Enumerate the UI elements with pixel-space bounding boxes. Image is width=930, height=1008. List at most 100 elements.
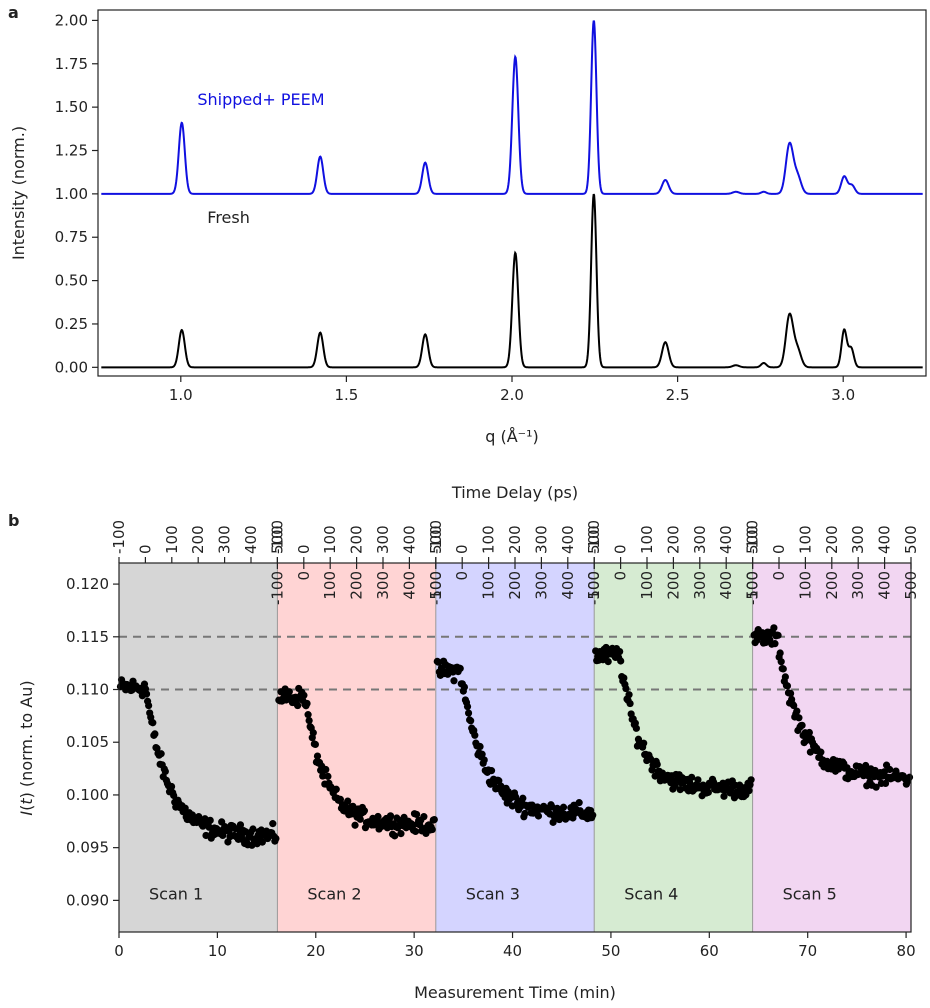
top-tick-label: 500 [268,525,286,554]
inner-tick-label: 300 [374,571,392,600]
panel-a-y-ticks: 0.00 0.25 0.50 0.75 1.00 1.25 1.50 1.75 2.00 [55,11,98,376]
data-point [625,691,633,699]
panel-b-x-axis-label: Measurement Time (min) [414,983,616,1002]
scan-label-3: Scan 3 [466,884,520,903]
top-tick-label: 100 [480,525,498,554]
scan-bands [119,563,911,932]
inner-tick-label: 0 [770,571,788,581]
data-point [456,664,464,673]
annotation-fresh: Fresh [207,208,250,227]
y-tick-label: 1.50 [55,98,88,116]
top-tick-label: 500 [427,525,445,554]
data-point [776,649,784,657]
data-point [463,702,472,711]
top-tick-label: -100 [744,520,762,554]
data-point [720,792,728,800]
scan-band-5 [752,563,911,932]
data-point [236,821,245,829]
y-tick-label: 0.105 [66,733,109,751]
inner-tick-label: 500 [585,571,603,600]
inner-tick-label: 0 [612,571,630,581]
top-tick-label: 300 [691,525,709,554]
scan-band-4 [594,563,753,932]
data-point [688,773,696,781]
inner-tick-label: 300 [532,571,550,600]
data-point [391,832,399,840]
data-point [626,699,634,708]
data-point [745,787,753,795]
y-tick-label: 0.75 [55,228,88,246]
data-point [604,658,612,666]
data-point [795,714,803,722]
data-point [467,717,475,725]
inner-tick-label: 100 [638,571,656,600]
data-point [774,631,782,639]
scan-data-points [116,624,914,849]
data-point [495,777,503,785]
top-tick-label: 0 [136,544,154,554]
data-point [205,823,213,831]
inner-tick-label: 200 [664,571,682,600]
data-point [332,785,340,793]
x-tick-label: 30 [405,942,424,960]
top-tick-label: 300 [532,525,550,554]
data-point [694,776,702,784]
data-point [151,730,159,738]
data-point [397,830,405,838]
data-point [464,709,473,717]
top-tick-label: 400 [400,525,418,554]
x-tick-label: 80 [897,942,916,960]
data-point [428,825,436,834]
y-tick-label: 0.120 [66,575,109,593]
x-tick-label: 3.0 [831,386,855,404]
data-point [620,674,628,682]
data-point [559,803,568,811]
data-point [617,657,625,665]
data-point [412,810,421,819]
panel-a-x-axis-label: q (Å⁻¹) [485,427,539,446]
data-point [798,721,806,729]
data-point [313,752,322,760]
data-point [640,739,648,747]
top-tick-label: 400 [559,525,577,554]
data-point [168,782,176,791]
top-tick-label: 200 [348,525,366,554]
data-point [420,813,428,821]
top-tick-label: 400 [876,525,894,554]
series-line-1 [101,193,923,369]
data-point [771,640,779,648]
panel-b: b Time Delay (ps) Scan 1 Scan 2 Scan 3 Scan… [8,483,920,1002]
data-point [319,772,327,780]
panel-a-y-axis-label: Intensity (norm.) [9,126,28,260]
data-point [181,804,189,812]
panel-b-top-axis-label: Time Delay (ps) [451,483,578,502]
y-tick-label: 0.00 [55,358,88,376]
data-point [622,684,630,693]
data-point [309,729,317,737]
data-point [294,701,302,710]
data-point [322,765,330,774]
inner-tick-label: 300 [691,571,709,600]
inner-tick-label: -100 [427,571,445,605]
data-point [872,783,880,791]
inner-delay-ticks: -100 0 100 200 300 400 500-100 0 100 200 300 400 500… [268,563,920,605]
data-point [478,750,486,758]
x-tick-label: 2.5 [666,386,690,404]
top-tick-label: 200 [664,525,682,554]
top-tick-label: 100 [796,525,814,554]
data-point [304,711,312,719]
data-point [790,701,798,710]
top-tick-label: 300 [374,525,392,554]
y-tick-label: 0.50 [55,272,88,290]
data-point [269,820,277,828]
inner-tick-label: -100 [585,571,603,605]
data-point [305,716,313,725]
top-tick-label: 0 [770,544,788,554]
inner-tick-label: 100 [321,571,339,600]
y-tick-label: 1.00 [55,185,88,203]
data-point [300,691,308,699]
y-tick-label: 2.00 [55,11,88,29]
data-point [145,701,153,710]
x-tick-label: 20 [306,942,325,960]
x-tick-label: 10 [208,942,227,960]
